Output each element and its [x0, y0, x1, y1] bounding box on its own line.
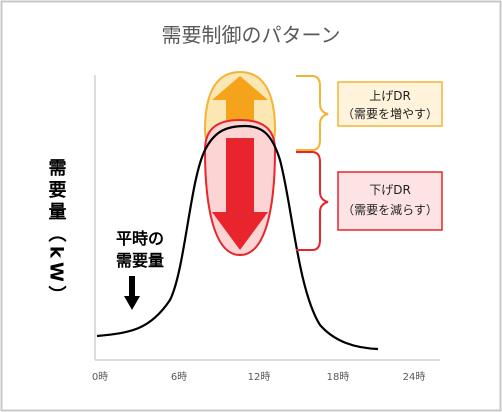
- x-tick-24: 24時: [403, 371, 426, 383]
- baseline-label-line2: 需要量: [116, 251, 164, 270]
- y-axis-label: 需要量（kW）: [46, 158, 67, 308]
- baseline-label-line1: 平時の: [116, 229, 164, 248]
- downward-dr-box: [337, 171, 443, 231]
- x-tick-18: 18時: [327, 371, 350, 383]
- downward-arrow: [212, 138, 268, 250]
- upward-arrow: [212, 76, 268, 122]
- x-tick-0: 0時: [92, 371, 108, 383]
- x-tick-12: 12時: [248, 371, 271, 383]
- title: 需要制御のパターン: [162, 23, 341, 47]
- downward-dr-sublabel: （需要を減らす）: [342, 202, 438, 217]
- demand-curve: [96, 124, 379, 351]
- upward-dr-box: [337, 81, 443, 127]
- x-tick-6: 6時: [171, 371, 187, 383]
- upward-dr-label: 上げDR: [369, 89, 411, 103]
- upward-bracket: [296, 75, 329, 151]
- baseline-down-arrow: [124, 276, 140, 310]
- downward-bracket: [296, 151, 329, 251]
- downward-dr-label: 下げDR: [369, 183, 411, 197]
- upward-dr-sublabel: （需要を増やす）: [342, 107, 438, 121]
